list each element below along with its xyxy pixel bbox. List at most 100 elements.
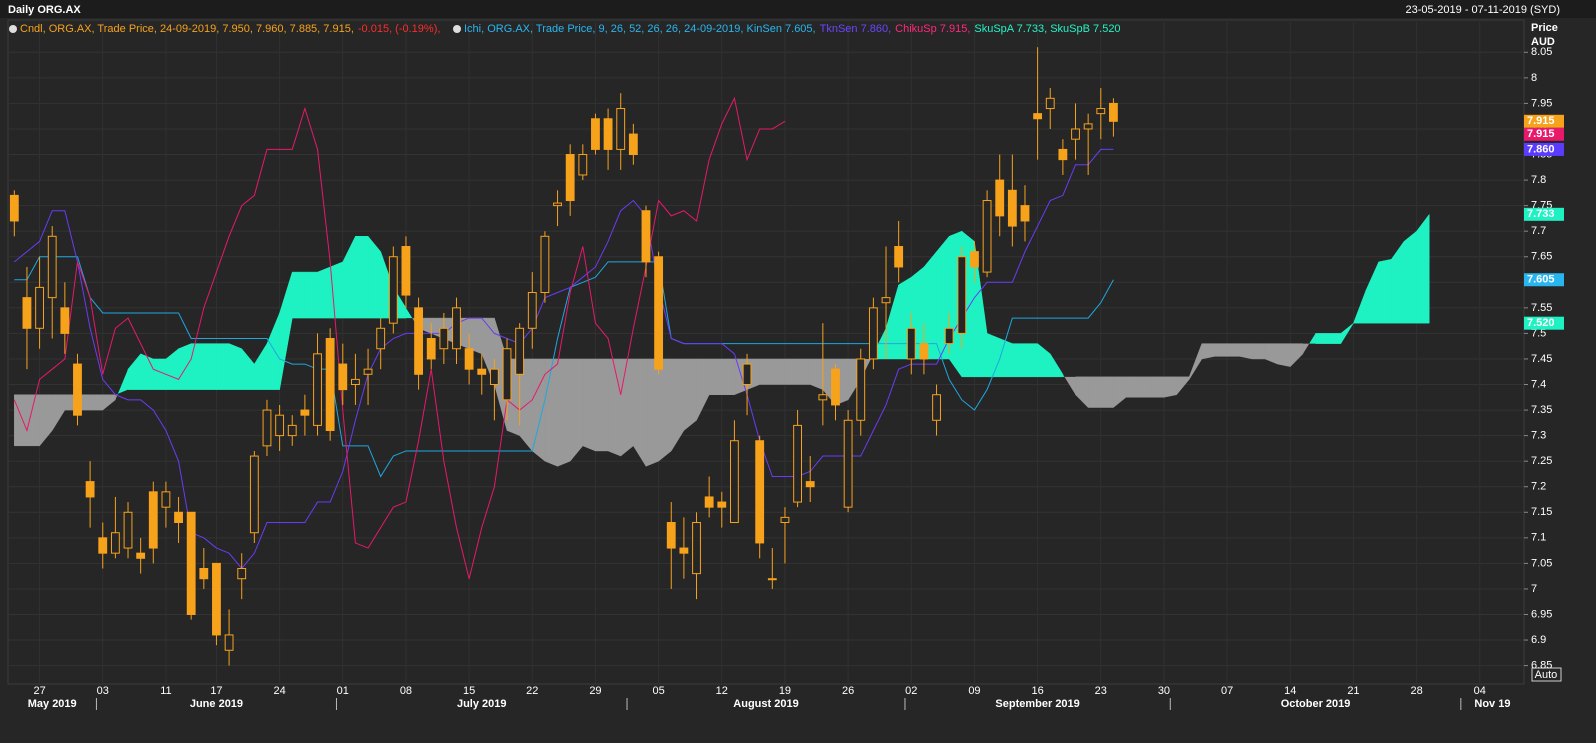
candle-body [591, 118, 600, 150]
y-tick-label: 7.55 [1531, 302, 1552, 314]
cloud-segment [14, 394, 28, 447]
title-bar [0, 0, 1596, 18]
candle-body [1033, 113, 1043, 120]
legend-text: SkuSpA 7.733, SkuSpB 7.520 [974, 23, 1120, 35]
value-badge-label: 7.733 [1527, 208, 1555, 220]
candle-body [502, 348, 512, 401]
date-range: 23-05-2019 - 07-11-2019 (SYD) [1406, 4, 1561, 16]
y-tick-label: 8 [1531, 72, 1537, 84]
candle-body [793, 424, 802, 503]
lines-layer [13, 96, 1114, 579]
value-badge [1524, 273, 1564, 287]
cloud-segment [607, 358, 621, 457]
cloud-segment [355, 236, 369, 319]
cloud-segment [153, 358, 167, 390]
y-tick-label: 8.05 [1531, 46, 1552, 58]
month-label: June 2019 [190, 698, 243, 710]
candle-body [805, 481, 815, 488]
legend-text: Ichi, ORG.AX, Trade Price, 9, 26, 52, 26… [464, 23, 816, 35]
candles-layer [9, 47, 1118, 666]
x-tick-label: 05 [652, 685, 664, 697]
cloud-segment [1315, 333, 1329, 344]
x-tick-label: 08 [400, 685, 412, 697]
cloud-segment [1012, 343, 1026, 378]
candle-body [452, 307, 461, 350]
value-badge [1524, 207, 1564, 221]
month-label: Nov 19 [1474, 698, 1510, 710]
cloud-segment [1302, 343, 1310, 354]
candle-body [325, 338, 335, 432]
candle-body [755, 440, 765, 544]
cloud-segment [1163, 376, 1177, 398]
x-tick-label: 12 [716, 685, 728, 697]
candle-body [944, 327, 954, 345]
x-tick-label: 27 [33, 685, 45, 697]
month-label: July 2019 [457, 698, 507, 710]
candle-body [704, 496, 714, 508]
x-tick-label: 03 [97, 685, 109, 697]
candle-body [717, 501, 727, 508]
candle-body [982, 200, 992, 273]
cloud-segment [1138, 376, 1152, 398]
y-tick-label: 7.7 [1531, 225, 1546, 237]
indicator-line [14, 256, 1114, 478]
cloud-segment [797, 358, 811, 385]
cloud-segment [140, 353, 154, 390]
y-tick-label: 7.15 [1531, 506, 1552, 518]
x-tick-label: 15 [463, 685, 475, 697]
candle-body [388, 256, 398, 324]
candle-body [414, 307, 423, 375]
candle-body [249, 455, 259, 534]
cloud-segment [1239, 343, 1253, 360]
auto-button[interactable] [1531, 667, 1562, 682]
cloud-segment [1201, 343, 1215, 360]
cloud-segment [999, 338, 1013, 378]
cloud-segment [1064, 376, 1076, 395]
cloud-segment [532, 358, 546, 462]
cloud-segment [986, 333, 1000, 378]
cloud-segment [708, 358, 723, 395]
candle-body [919, 343, 929, 360]
candle-body [47, 235, 57, 299]
cloud-segment [923, 250, 937, 360]
candle-body [1071, 128, 1080, 140]
candle-body [300, 409, 310, 416]
auto-button-label[interactable]: Auto [1535, 669, 1558, 681]
indicator-line [14, 148, 1114, 570]
cloud-segment [582, 358, 596, 452]
candle-body [262, 409, 272, 447]
candle-body [603, 118, 613, 150]
candle-body [818, 394, 828, 401]
candle-body [679, 547, 689, 554]
candle-body [85, 481, 95, 498]
candle-body [426, 338, 436, 360]
cloud-segment [1403, 230, 1417, 324]
candle-body [970, 251, 979, 268]
candle-body [22, 297, 32, 329]
x-tick-label: 14 [1284, 685, 1296, 697]
cloud-segment [645, 358, 659, 467]
candle-body [275, 414, 285, 437]
candle-body [1058, 148, 1068, 161]
cloud-segment [1277, 343, 1291, 367]
x-tick-label: 01 [337, 685, 349, 697]
cloud-segment [759, 358, 773, 385]
candle-body [742, 363, 752, 386]
x-tick-label: 28 [1410, 685, 1422, 697]
candle-body [843, 419, 853, 508]
candle-body [237, 567, 247, 580]
x-tick-label: 02 [905, 685, 917, 697]
candle-body [464, 348, 474, 370]
candle-body [363, 368, 373, 375]
y-tick-label: 7.05 [1531, 557, 1552, 569]
candle-body [9, 194, 19, 222]
candle-body [313, 353, 322, 426]
cloud-segment [658, 358, 672, 462]
x-tick-label: 21 [1347, 685, 1359, 697]
month-label: May 2019 [28, 698, 77, 710]
cloud-segment [544, 358, 558, 467]
y-tick-label: 7.45 [1531, 353, 1552, 365]
candle-body [489, 368, 499, 386]
plot-frame [7, 19, 1525, 685]
cloud-segment [89, 394, 103, 411]
